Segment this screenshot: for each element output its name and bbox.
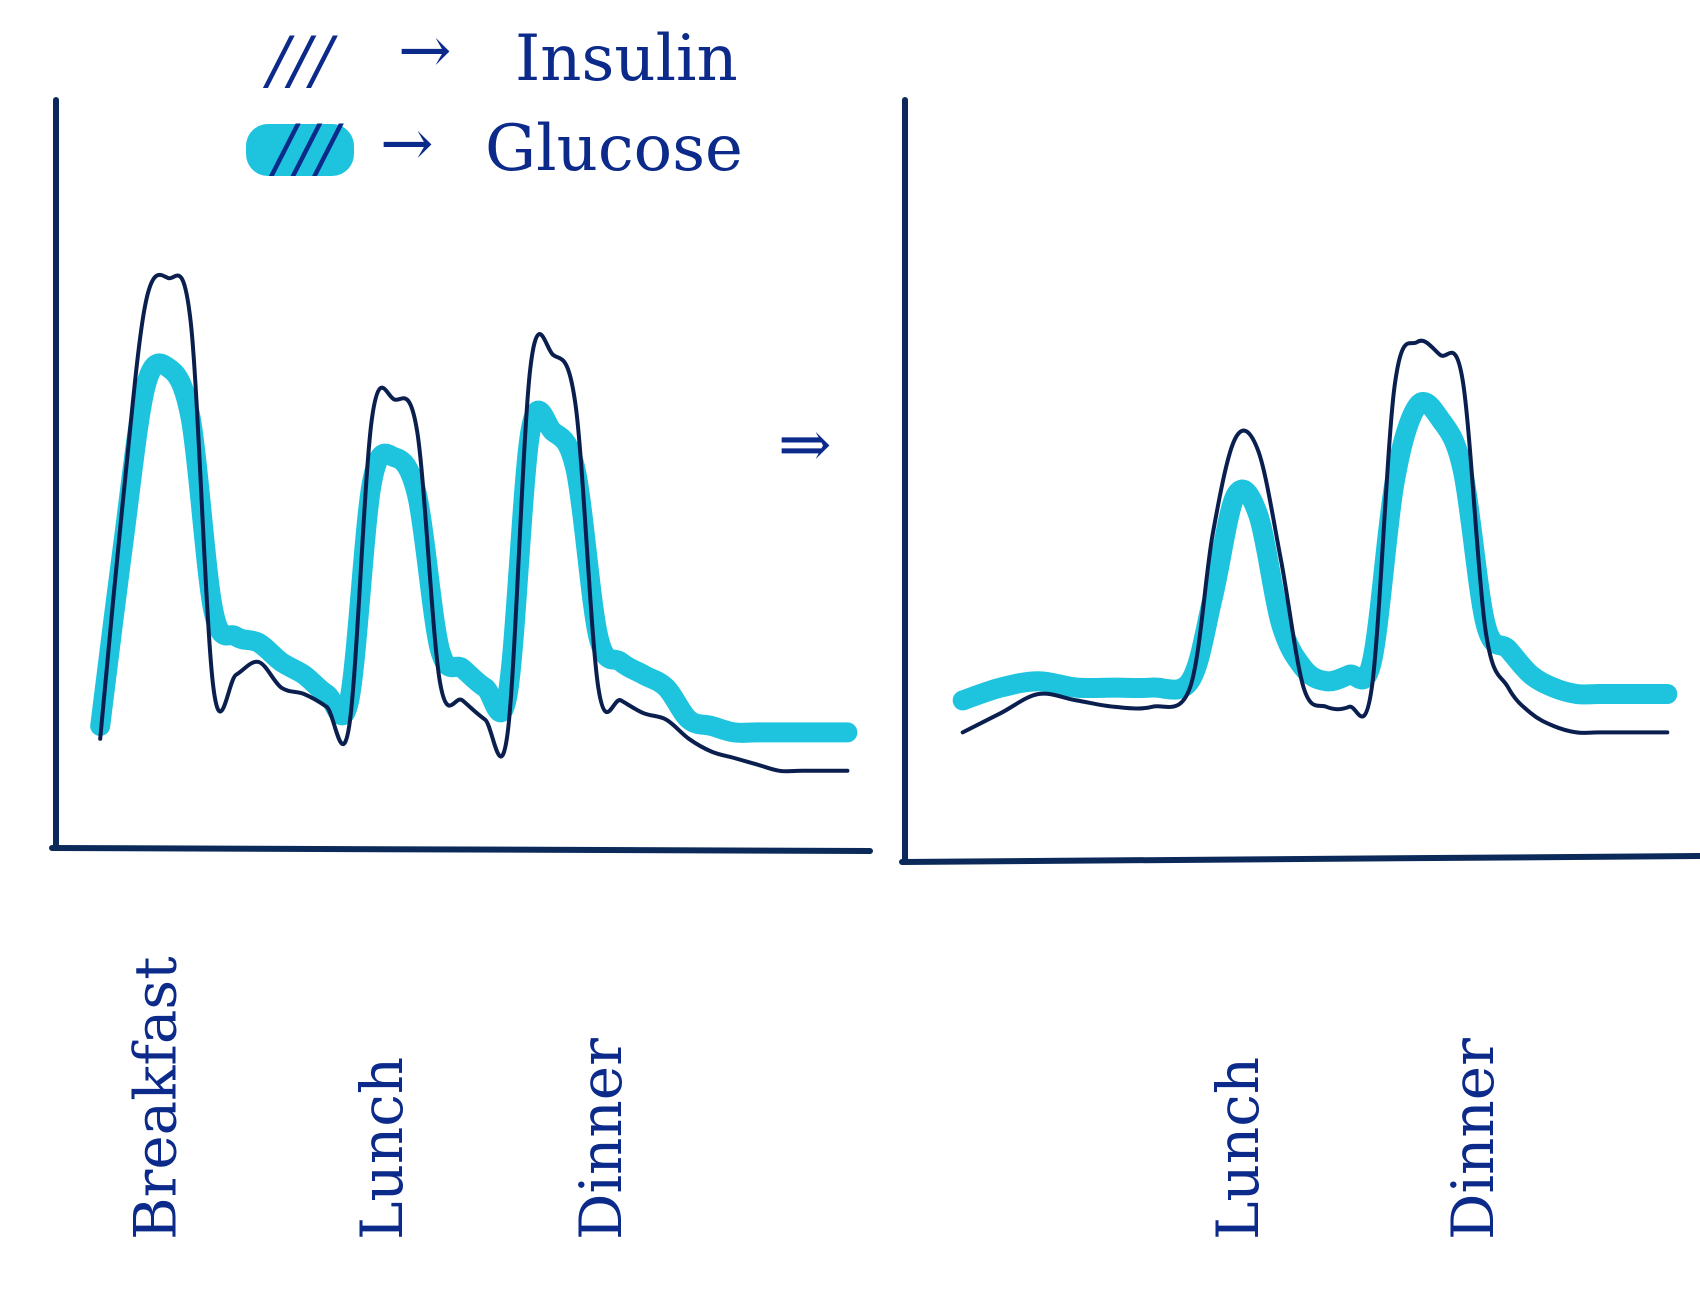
legend-insulin-symbol: /// bbox=[262, 24, 338, 98]
legend-glucose-label: Glucose bbox=[485, 112, 743, 186]
legend-glucose-symbol: /// bbox=[268, 112, 344, 186]
series-layer bbox=[90, 272, 858, 774]
glucose-series-line bbox=[952, 392, 1678, 711]
glucose-series-line bbox=[90, 353, 858, 743]
meal-label-dinner: Dinner bbox=[567, 1038, 635, 1240]
meal-label-lunch: Lunch bbox=[1204, 1057, 1272, 1240]
legend: /// → Insulin /// → Glucose bbox=[246, 14, 743, 186]
meal-labels: Lunch Dinner bbox=[1204, 1038, 1507, 1240]
chart-panel-before: Breakfast Lunch Dinner bbox=[49, 97, 873, 1240]
legend-glucose: /// → Glucose bbox=[246, 107, 743, 186]
meal-label-breakfast: Breakfast bbox=[122, 956, 190, 1240]
series-layer bbox=[952, 338, 1678, 735]
meal-labels: Breakfast Lunch Dinner bbox=[122, 956, 635, 1240]
insulin-series-line bbox=[98, 272, 850, 774]
meal-label-dinner: Dinner bbox=[1439, 1038, 1507, 1240]
x-axis bbox=[49, 845, 873, 854]
chart-panel-after: Lunch Dinner bbox=[899, 97, 1700, 1240]
legend-insulin-label: Insulin bbox=[515, 22, 738, 96]
x-axis bbox=[899, 853, 1700, 865]
legend-glucose-arrow: → bbox=[380, 107, 434, 181]
legend-insulin-arrow: → bbox=[398, 14, 452, 88]
transition-arrow: ⇒ bbox=[778, 408, 832, 482]
insulin-series-line bbox=[960, 338, 1670, 735]
meal-label-lunch: Lunch bbox=[348, 1057, 416, 1240]
legend-glucose-swatch bbox=[246, 124, 354, 176]
legend-insulin: /// → Insulin bbox=[262, 14, 738, 98]
